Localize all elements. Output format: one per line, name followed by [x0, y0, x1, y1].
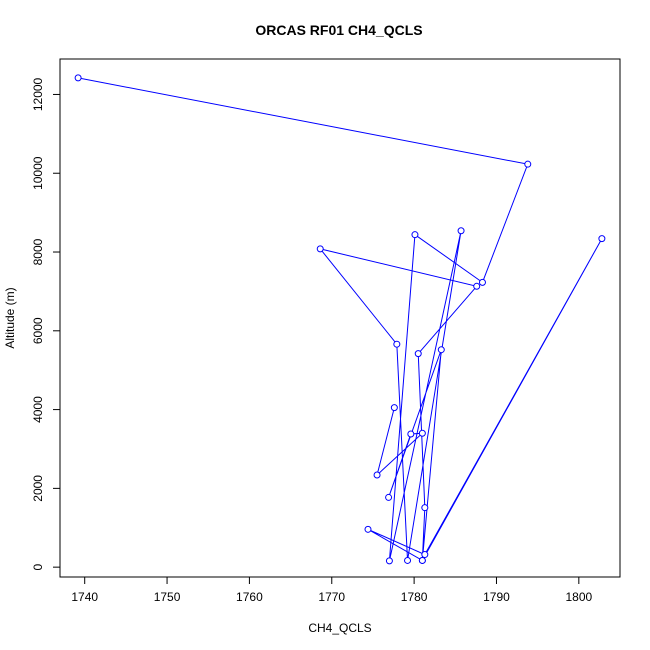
data-point-17: [437, 346, 445, 354]
data-point-18: [385, 493, 393, 501]
data-point-13: [364, 525, 372, 533]
x-tick-label-4: 1780: [401, 590, 428, 604]
data-point-3: [411, 231, 419, 239]
data-point-6: [404, 556, 412, 564]
data-point-10: [414, 350, 422, 358]
y-tick-label-2: 4000: [31, 396, 45, 423]
x-tick-label-1: 1750: [154, 590, 181, 604]
chart-title: ORCAS RF01 CH4_QCLS: [255, 22, 422, 38]
data-point-11: [421, 504, 429, 512]
plot-frame: [59, 58, 621, 578]
data-point-7: [393, 340, 401, 348]
data-point-14: [421, 551, 429, 559]
x-tick-label-3: 1770: [318, 590, 345, 604]
data-point-9: [473, 282, 481, 290]
data-point-21: [373, 471, 381, 479]
x-tick-label-6: 1800: [565, 590, 592, 604]
x-tick-label-5: 1790: [483, 590, 510, 604]
data-point-4: [385, 557, 393, 565]
y-axis: 0 2000 4000 6000 8000 10000 12000: [31, 77, 61, 570]
y-tick-label-6: 12000: [31, 77, 45, 111]
y-tick-label-4: 8000: [31, 238, 45, 265]
series-line: [78, 77, 603, 562]
data-point-16: [418, 556, 426, 564]
y-axis-label: Altitude (m): [3, 287, 17, 348]
x-tick-label-0: 1740: [71, 590, 98, 604]
data-point-20: [418, 429, 426, 437]
series-markers: [74, 74, 606, 565]
x-tick-label-2: 1760: [236, 590, 263, 604]
y-tick-label-0: 0: [31, 563, 45, 570]
data-point-8: [316, 245, 324, 253]
data-point-1: [524, 160, 532, 168]
y-tick-label-3: 6000: [31, 317, 45, 344]
data-point-22: [390, 404, 398, 412]
data-point-5: [457, 227, 465, 235]
y-tick-label-1: 2000: [31, 475, 45, 502]
data-point-19: [407, 430, 415, 438]
data-point-0: [74, 74, 82, 82]
data-point-2: [478, 278, 486, 286]
series-path: [78, 77, 603, 562]
x-axis-label: CH4_QCLS: [308, 621, 371, 635]
x-axis: 1740 1750 1760 1770 1780 1790 1800: [71, 576, 592, 604]
y-tick-label-5: 10000: [31, 156, 45, 190]
data-point-15: [598, 235, 606, 243]
